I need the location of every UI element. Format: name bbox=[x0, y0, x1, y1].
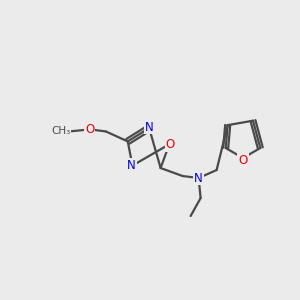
Text: O: O bbox=[166, 138, 175, 151]
Text: CH₃: CH₃ bbox=[51, 126, 70, 136]
Text: N: N bbox=[145, 121, 154, 134]
Text: O: O bbox=[85, 123, 94, 136]
Text: O: O bbox=[238, 154, 247, 166]
Text: N: N bbox=[194, 172, 203, 184]
Text: N: N bbox=[127, 159, 136, 172]
